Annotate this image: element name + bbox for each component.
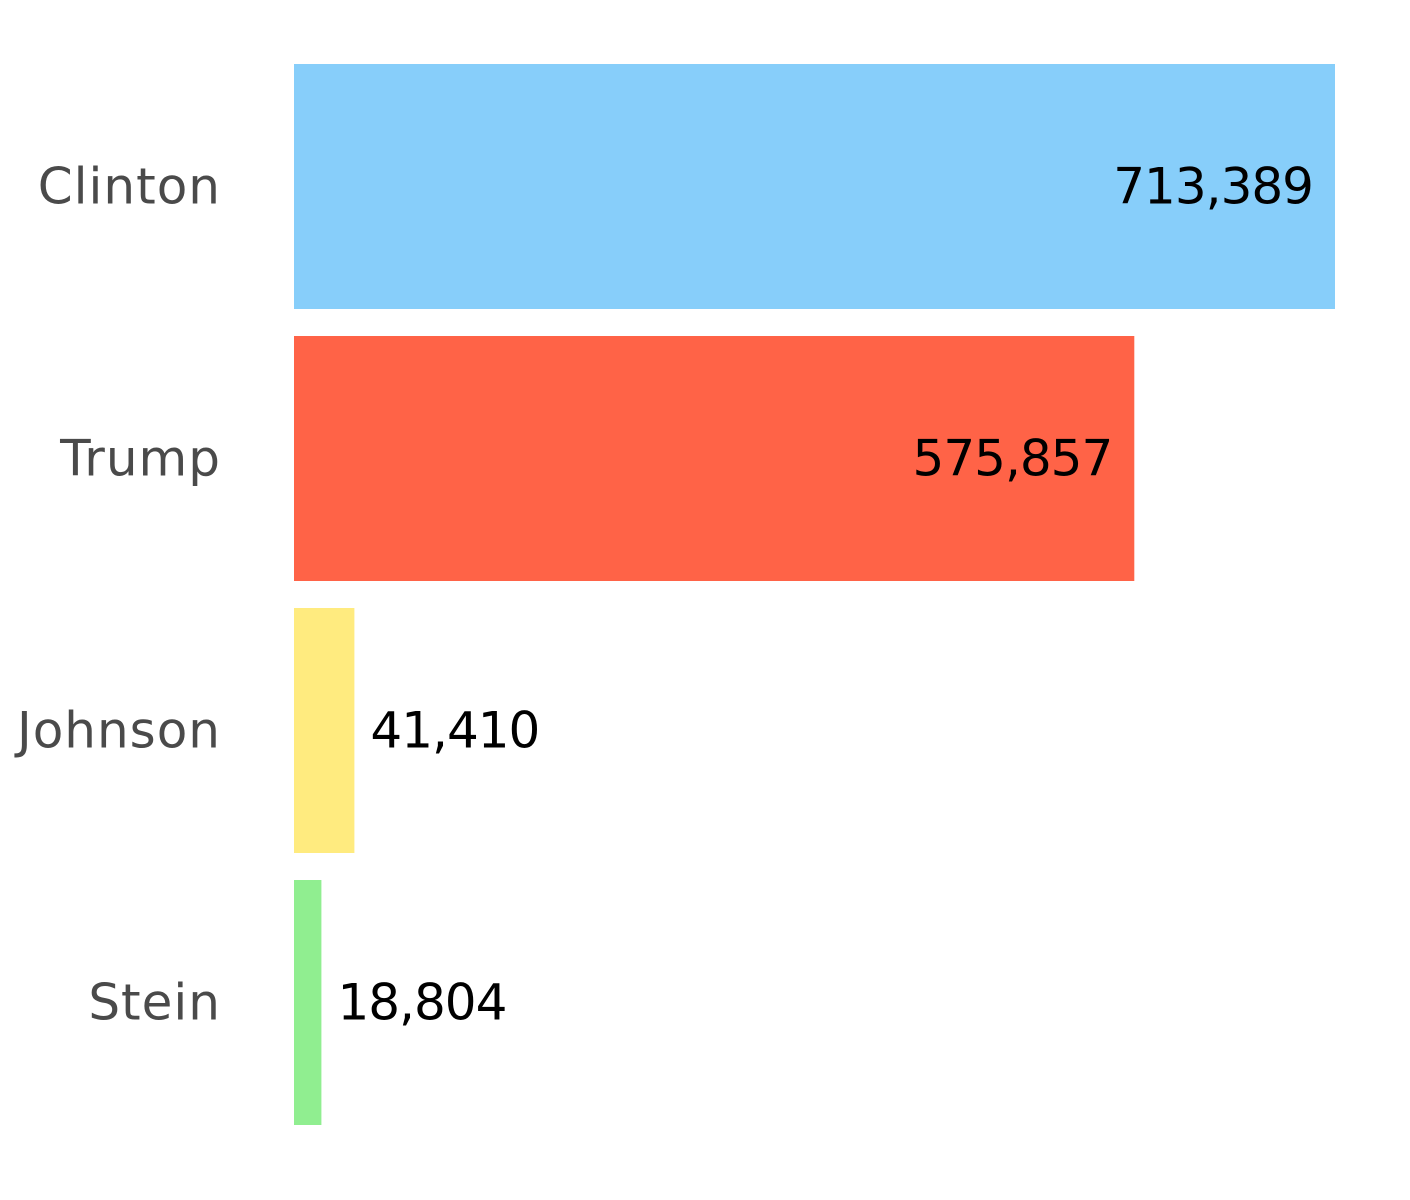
value-label-clinton: 713,389 <box>1113 158 1313 216</box>
bar-johnson <box>294 608 355 853</box>
value-label-johnson: 41,410 <box>370 702 539 760</box>
value-label-trump: 575,857 <box>913 430 1113 488</box>
bar-stein <box>294 880 322 1125</box>
category-labels: Clinton Trump Johnson Stein <box>14 158 221 1032</box>
category-label-clinton: Clinton <box>38 158 221 216</box>
value-labels: 713,389 575,857 41,410 18,804 <box>337 158 1314 1032</box>
category-label-johnson: Johnson <box>14 702 221 760</box>
category-label-stein: Stein <box>88 974 221 1032</box>
bar-clinton <box>294 64 1335 309</box>
bar-trump <box>294 336 1135 581</box>
value-label-stein: 18,804 <box>337 974 506 1032</box>
category-label-trump: Trump <box>59 430 221 488</box>
bars-layer <box>294 64 1335 1125</box>
